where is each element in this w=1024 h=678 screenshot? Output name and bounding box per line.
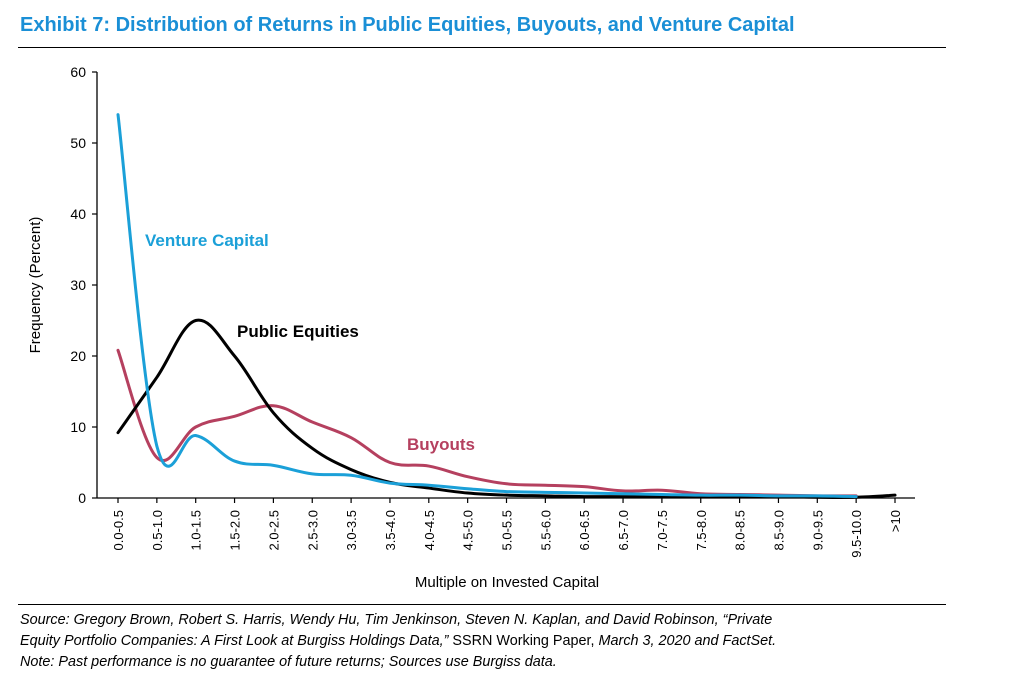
y-tick-label: 0	[78, 490, 86, 506]
series-label-public-equities: Public Equities	[237, 322, 359, 341]
x-tick-label: >10	[888, 510, 903, 532]
series-line-venture-capital	[116, 113, 858, 499]
series-label-venture-capital: Venture Capital	[145, 231, 269, 250]
series-line-buyouts	[116, 348, 858, 498]
source-line-2: Equity Portfolio Companies: A First Look…	[20, 631, 940, 652]
y-tick-label: 20	[70, 348, 86, 364]
x-tick-label: 2.5-3.0	[305, 510, 320, 550]
x-tick-label: 9.0-9.5	[810, 510, 825, 550]
source-date: March 3, 2020 and FactSet.	[598, 633, 777, 649]
line-chart: 0 10 20 30 40 50 60 0.0-0.5 0.5-1.0 1.0-1.5 1.5-2.…	[27, 64, 915, 591]
x-tick-label: 8.0-8.5	[733, 510, 748, 550]
x-tick-label: 2.0-2.5	[266, 510, 281, 550]
y-axis-title: Frequency (Percent)	[27, 217, 44, 354]
x-tick-label: 4.5-5.0	[461, 510, 476, 550]
x-tick-label: 3.5-4.0	[383, 510, 398, 550]
x-tick-label: 7.0-7.5	[655, 510, 670, 550]
x-tick-label: 0.5-1.0	[150, 510, 165, 550]
x-tick-label: 6.5-7.0	[616, 510, 631, 550]
source-title: Equity Portfolio Companies: A First Look…	[20, 633, 449, 649]
source-publication: SSRN Working Paper,	[448, 633, 599, 649]
x-tick-label: 9.5-10.0	[849, 510, 864, 558]
y-tick-label: 50	[70, 135, 86, 151]
x-tick-label: 7.5-8.0	[694, 510, 709, 550]
y-tick-label: 60	[70, 64, 86, 80]
x-tick-label: 1.5-2.0	[228, 510, 243, 550]
x-tick-label: 5.0-5.5	[500, 510, 515, 550]
chart-title: Exhibit 7: Distribution of Returns in Pu…	[20, 14, 795, 36]
y-tick-label: 30	[70, 277, 86, 293]
x-tick-label: 3.0-3.5	[344, 510, 359, 550]
series-line-public-equities	[116, 318, 897, 499]
x-axis-title: Multiple on Invested Capital	[415, 574, 599, 591]
series-label-buyouts: Buyouts	[407, 435, 475, 454]
x-tick-label: 1.0-1.5	[189, 510, 204, 550]
footer-rule	[18, 604, 946, 605]
x-tick-label: 5.5-6.0	[538, 510, 553, 550]
x-tick-label: 4.0-4.5	[422, 510, 437, 550]
y-tick-label: 10	[70, 419, 86, 435]
x-tick-label: 6.0-6.5	[577, 510, 592, 550]
x-tick-label: 0.0-0.5	[111, 510, 126, 550]
y-tick-label: 40	[70, 206, 86, 222]
title-rule	[18, 47, 946, 48]
source-line-1: Source: Gregory Brown, Robert S. Harris,…	[20, 612, 773, 628]
x-tick-label: 8.5-9.0	[771, 510, 786, 550]
note-line: Note: Past performance is no guarantee o…	[20, 654, 557, 670]
source-note: Source: Gregory Brown, Robert S. Harris,…	[20, 610, 940, 673]
